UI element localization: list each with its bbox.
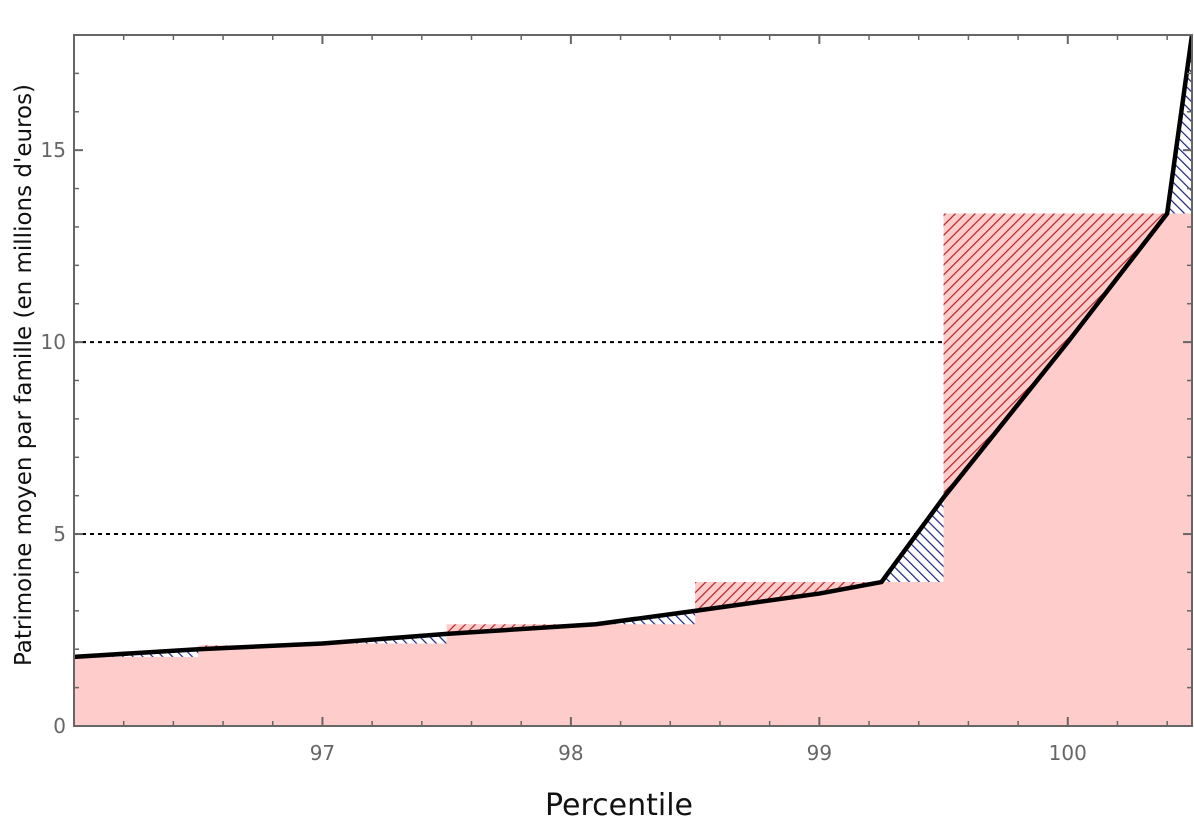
y-axis-title: Patrimoine moyen par famille (en million… (11, 84, 37, 666)
deficit-region-4 (570, 610, 696, 625)
minor-ticks (74, 35, 1192, 726)
x-tick-label-99: 99 (807, 741, 832, 765)
y-axis-ticks: 0 5 10 15 (41, 138, 1192, 738)
y-tick-label-0: 0 (53, 714, 66, 738)
curve (74, 35, 1192, 660)
x-tick-label-100: 100 (1049, 741, 1087, 765)
y-tick-label-10: 10 (41, 330, 66, 354)
x-axis-ticks: 97 98 99 100 (310, 35, 1087, 765)
x-axis-title: Percentile (545, 788, 693, 823)
y-tick-label-5: 5 (53, 522, 66, 546)
x-tick-label-98: 98 (558, 741, 583, 765)
excess-region-5 (695, 582, 820, 611)
deficit-region-6 (819, 497, 944, 583)
plot-area (74, 35, 1192, 726)
x-tick-label-97: 97 (310, 741, 335, 765)
y-tick-label-15: 15 (41, 138, 66, 162)
curve-line (74, 35, 1192, 660)
excess-region-6 (819, 497, 944, 594)
